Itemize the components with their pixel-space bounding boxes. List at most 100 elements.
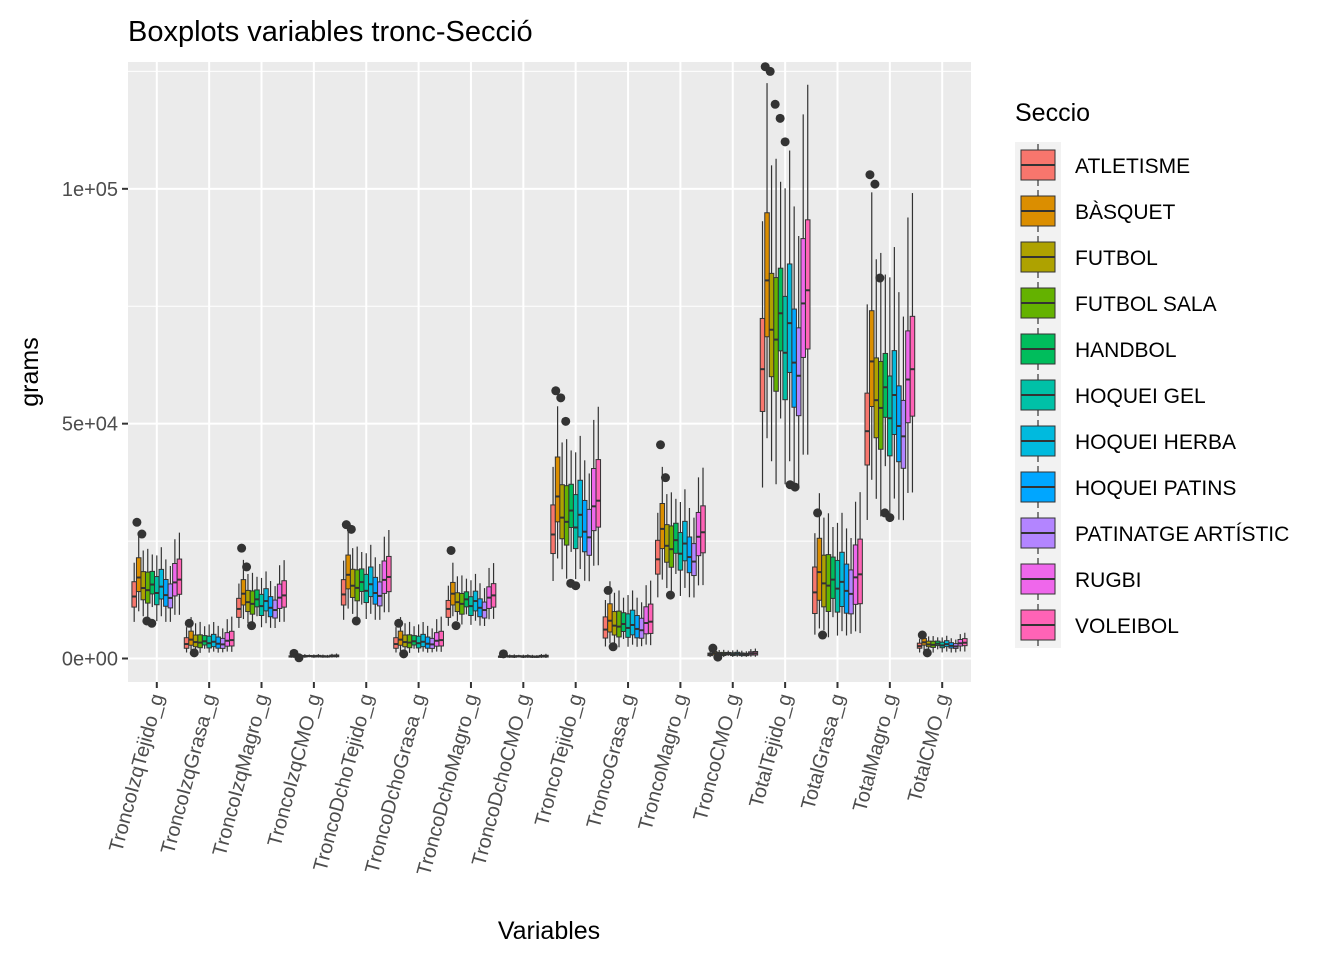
box-body xyxy=(240,579,247,606)
category-boxes-TroncoDchoCMO_g xyxy=(497,649,549,659)
box-body xyxy=(777,267,784,352)
outlier-point xyxy=(790,482,800,492)
box-TroncoCMO_g-HOQUEI GEL xyxy=(729,650,736,657)
box-TroncoCMO_g-HOQUEI HERBA xyxy=(734,649,741,657)
x-tick-label: TroncoGrasa_g xyxy=(583,692,640,831)
box-body xyxy=(629,609,636,636)
box-TroncoDchoTejido_g-VOLEIBOL xyxy=(386,530,392,613)
outlier-point xyxy=(399,649,409,659)
legend-item-ATLETISME: ATLETISME xyxy=(1015,142,1190,188)
box-TotalMagro_g-VOLEIBOL xyxy=(909,193,916,493)
box-body xyxy=(577,479,583,538)
box-TotalGrasa_g-FUTBOL xyxy=(821,517,827,631)
box-body xyxy=(224,632,231,647)
outlier-point xyxy=(665,590,675,600)
legend-item-RUGBI: RUGBI xyxy=(1015,556,1142,602)
y-axis: 0e+00 5e+04 1e+05 xyxy=(62,179,128,671)
outlier-point xyxy=(571,581,581,591)
x-axis: TroncoIzqTejido_gTroncoIzqGrasa_gTroncoI… xyxy=(105,682,954,878)
outlier-point xyxy=(775,113,785,123)
outlier-point xyxy=(561,416,571,426)
box-body xyxy=(167,583,174,609)
outlier-point xyxy=(608,642,618,652)
category-boxes-TroncoTejido_g xyxy=(550,386,602,591)
box-TroncoDchoTejido_g-HOQUEI HERBA xyxy=(368,544,374,614)
x-tick-label: TroncoIzqMagro_g xyxy=(209,692,274,859)
box-body xyxy=(664,524,670,563)
outlier-point xyxy=(917,630,927,640)
box-body xyxy=(668,525,675,568)
outlier-point xyxy=(551,386,561,396)
box-TroncoDchoCMO_g-HOQUEI PATINS xyxy=(529,654,536,658)
box-TotalMagro_g-HOQUEI HERBA xyxy=(891,247,898,499)
box-body xyxy=(695,511,702,557)
y-axis-title: grams xyxy=(16,337,44,406)
box-body xyxy=(825,554,832,612)
y-tick-label: 1e+05 xyxy=(62,179,118,201)
box-body xyxy=(176,558,183,595)
box-body xyxy=(276,583,283,609)
box-TotalCMO_g-ATLETISME xyxy=(916,638,923,653)
category-boxes-TroncoIzqCMO_g xyxy=(288,648,340,663)
outlier-point xyxy=(922,648,932,658)
x-tick-label: TroncoTejido_g xyxy=(531,692,587,829)
x-tick-label: TotalTejido_g xyxy=(745,692,796,810)
box-body xyxy=(415,635,422,649)
box-body xyxy=(192,634,199,648)
box-body xyxy=(602,616,609,639)
box-body xyxy=(607,603,613,633)
box-body xyxy=(158,568,165,600)
box-TroncoGrasa_g-FUTBOL SALA xyxy=(616,590,622,648)
x-tick-label: TroncoDchoCMO_g xyxy=(468,692,535,869)
legend-item-HOQUEI PATINS: HOQUEI PATINS xyxy=(1015,464,1236,510)
legend-item-HOQUEI GEL: HOQUEI GEL xyxy=(1015,372,1206,418)
outlier-point xyxy=(708,643,718,653)
box-TroncoDchoMagro_g-HANDBOL xyxy=(463,578,470,615)
outlier-point xyxy=(780,137,790,147)
box-body xyxy=(131,581,137,608)
box-body xyxy=(149,570,156,595)
box-body xyxy=(550,504,556,555)
box-body xyxy=(887,375,893,457)
box-TotalTejido_g-RUGBI xyxy=(800,114,806,455)
box-TroncoIzqGrasa_g-RUGBI xyxy=(224,619,231,652)
outlier-point xyxy=(765,66,775,76)
box-TroncoIzqGrasa_g-VOLEIBOL xyxy=(229,616,235,652)
box-body xyxy=(686,536,693,574)
outlier-point xyxy=(813,508,823,518)
box-body xyxy=(616,610,622,638)
outlier-point xyxy=(556,393,566,403)
box-body xyxy=(591,468,597,532)
outlier-point xyxy=(498,649,508,659)
outlier-point xyxy=(656,440,666,450)
box-TotalMagro_g-PATINATGE ARTÍSTIC xyxy=(900,316,907,521)
category-boxes-TroncoDchoMagro_g xyxy=(445,545,497,631)
box-body xyxy=(834,559,841,613)
box-TroncoDchoMagro_g-PATINATGE ARTÍSTIC xyxy=(481,588,488,627)
box-body xyxy=(816,537,823,601)
box-body xyxy=(620,612,627,633)
box-body xyxy=(595,459,602,528)
box-TroncoDchoCMO_g-PATINATGE ARTÍSTIC xyxy=(534,655,540,658)
box-TroncoCMO_g-FUTBOL SALA xyxy=(720,649,727,658)
box-body xyxy=(764,212,770,338)
box-body xyxy=(857,538,863,605)
box-body xyxy=(559,484,565,540)
box-body xyxy=(659,503,666,550)
x-tick-label: TotalGrasa_g xyxy=(797,692,849,813)
x-tick-label: TroncoIzqTejido_g xyxy=(105,692,168,855)
box-TroncoIzqCMO_g-FUTBOL SALA xyxy=(302,654,308,658)
box-body xyxy=(438,630,444,647)
box-body xyxy=(236,597,242,618)
box-body xyxy=(878,360,884,450)
box-TroncoCMO_g-HANDBOL xyxy=(725,650,731,656)
box-TroncoIzqCMO_g-RUGBI xyxy=(329,653,335,658)
box-TotalMagro_g-FUTBOL SALA xyxy=(878,252,884,517)
box-body xyxy=(381,560,388,594)
box-body xyxy=(420,633,426,648)
box-body xyxy=(611,611,618,636)
box-body xyxy=(691,543,697,577)
legend-label: FUTBOL xyxy=(1075,247,1158,270)
box-body xyxy=(839,551,845,608)
box-TroncoDchoTejido_g-PATINATGE ARTÍSTIC xyxy=(377,563,383,620)
